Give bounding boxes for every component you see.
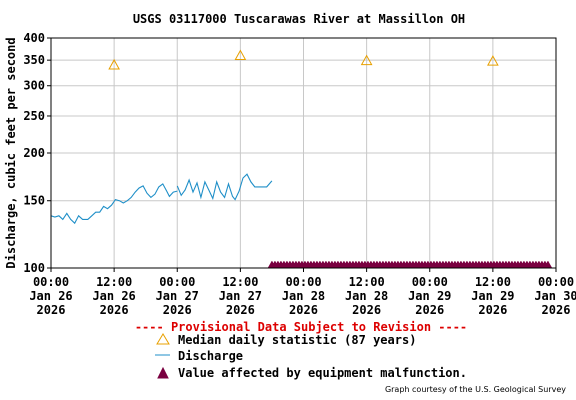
y-axis-label: Discharge, cubic feet per second — [4, 37, 18, 268]
x-tick-label-time: 12:00 — [475, 275, 511, 289]
x-tick-label-time: 12:00 — [96, 275, 132, 289]
x-tick-label-time: 12:00 — [349, 275, 385, 289]
x-tick-label-date: Jan 26 — [92, 289, 135, 303]
y-tick-label: 350 — [23, 53, 45, 67]
y-tick-label: 300 — [23, 79, 45, 93]
x-tick-label-date: Jan 27 — [219, 289, 262, 303]
x-tick-label-date: Jan 29 — [408, 289, 451, 303]
x-tick-label-year: 2026 — [37, 303, 66, 317]
x-tick-label-date: Jan 27 — [156, 289, 199, 303]
provisional-notice: ---- Provisional Data Subject to Revisio… — [135, 320, 467, 334]
discharge-series-line — [50, 183, 178, 225]
median-marker — [108, 58, 120, 70]
legend-median-marker — [156, 333, 170, 345]
x-tick-label-date: Jan 30 — [534, 289, 576, 303]
y-tick-label: 400 — [23, 31, 45, 45]
legend-equipment-marker — [157, 366, 169, 379]
discharge-series-line — [176, 173, 273, 201]
x-tick-label-date: Jan 28 — [345, 289, 388, 303]
median-marker — [360, 54, 373, 66]
x-tick-label-year: 2026 — [100, 303, 129, 317]
median-marker — [487, 55, 499, 66]
grid-layer — [51, 38, 556, 268]
x-tick-label-year: 2026 — [415, 303, 444, 317]
legend-median-label: Median daily statistic (87 years) — [178, 333, 416, 347]
chart-title: USGS 03117000 Tuscarawas River at Massil… — [133, 12, 465, 26]
legend-discharge-label: Discharge — [178, 349, 243, 363]
x-tick-label-year: 2026 — [478, 303, 507, 317]
legend-equipment-label: Value affected by equipment malfunction. — [178, 366, 467, 380]
x-tick-label-year: 2026 — [163, 303, 192, 317]
y-tick-label: 200 — [23, 146, 45, 160]
x-tick-label-time: 00:00 — [159, 275, 195, 289]
y-tick-label: 250 — [23, 109, 45, 123]
x-tick-label-year: 2026 — [352, 303, 381, 317]
plot-border — [50, 37, 557, 269]
y-tick-label: 150 — [23, 194, 45, 208]
plot-layer — [50, 49, 553, 269]
x-tick-label-year: 2026 — [226, 303, 255, 317]
x-tick-label-time: 00:00 — [538, 275, 574, 289]
x-tick-label-date: Jan 26 — [29, 289, 72, 303]
median-marker — [234, 49, 247, 60]
x-tick-label-date: Jan 29 — [471, 289, 514, 303]
x-tick-label-time: 12:00 — [222, 275, 258, 289]
usgs-credit: Graph courtesy of the U.S. Geological Su… — [385, 385, 566, 394]
x-tick-label-year: 2026 — [289, 303, 318, 317]
x-tick-label-time: 00:00 — [33, 275, 69, 289]
x-tick-label-date: Jan 28 — [282, 289, 325, 303]
y-tick-label: 100 — [23, 261, 45, 275]
x-tick-label-time: 00:00 — [412, 275, 448, 289]
x-tick-label-time: 00:00 — [285, 275, 321, 289]
x-tick-label-year: 2026 — [542, 303, 571, 317]
legend: ---- Provisional Data Subject to Revisio… — [135, 320, 566, 394]
